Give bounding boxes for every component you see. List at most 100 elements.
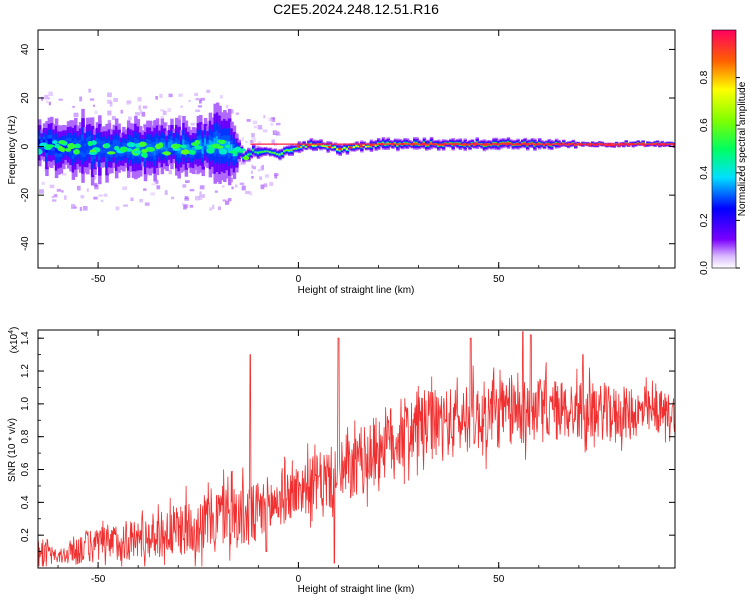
spectrogram-band-cell: [71, 145, 76, 155]
colorbar-tick-label: 0.8: [699, 70, 710, 84]
spectrogram-noise-mark: [143, 188, 147, 191]
spectrogram-peak-dot: [442, 142, 447, 146]
spectrogram-band-cell: [259, 151, 263, 153]
spectrogram-band-cell: [134, 142, 138, 153]
spectrogram-band-cell: [511, 144, 516, 146]
spectrogram-blob-mark: [58, 140, 67, 145]
spectrogram-band-cell: [662, 144, 667, 146]
spectrogram-band-cell: [485, 144, 489, 147]
spectrogram-blob-mark: [67, 142, 76, 149]
spectrogram-noise-mark: [144, 202, 150, 206]
spectrogram-noise-mark: [219, 95, 224, 99]
spectrogram-peak-dot: [535, 142, 540, 146]
spectrogram-blob-mark: [194, 145, 203, 150]
spectrogram-noise-mark: [139, 109, 143, 115]
spectrogram-y-tick-label: -20: [20, 187, 31, 202]
spectrogram-band-cell: [355, 145, 359, 147]
spectrogram-noise-mark: [48, 91, 53, 96]
spectrogram-peak-dot: [598, 142, 603, 146]
spectrogram-noise-mark: [39, 189, 44, 194]
spectrogram-band-cell: [256, 151, 261, 154]
spectrogram-noise-mark: [184, 196, 189, 199]
spectrogram-band-cell: [239, 150, 244, 153]
spectrogram-peak-dot: [296, 145, 301, 148]
spectrogram-band-cell: [364, 146, 369, 148]
spectrogram-blob-mark: [229, 150, 237, 154]
spectrogram-peak-dot: [431, 142, 436, 146]
snr-series-line: [38, 331, 675, 567]
spectrogram-band-cell: [62, 143, 66, 151]
spectrogram-noise-mark: [259, 176, 263, 180]
spectrogram-noise-mark: [51, 195, 54, 199]
spectrogram-blob-mark: [190, 150, 196, 155]
spectrogram-band-cell: [509, 142, 513, 144]
spectrogram-band-cell: [437, 144, 441, 147]
spectrogram-noise-mark: [261, 168, 264, 171]
spectrogram-blob-mark: [211, 143, 221, 149]
spectrogram-band-cell: [292, 148, 297, 150]
spectrogram-peak-dot: [317, 143, 322, 146]
spectrogram-x-ticks: -50 0 50: [57, 30, 660, 285]
spectrogram-band-cell: [275, 153, 280, 156]
spectrogram-noise-mark: [47, 97, 51, 100]
spectrogram-band-cell: [81, 140, 85, 152]
spectrogram-noise-mark: [194, 196, 200, 201]
spectrogram-peak-dot: [369, 143, 374, 147]
spectrogram-noise-mark: [222, 199, 227, 202]
spectrogram-noise-mark: [189, 204, 194, 208]
spectrogram-band-cell: [324, 145, 328, 148]
spectrogram-peak-dot: [390, 142, 395, 146]
snr-y-tick-label: 0.2: [20, 528, 31, 542]
spectrogram-band-cell: [345, 148, 350, 151]
spectrogram-blob-mark: [206, 147, 215, 154]
spectrogram-band-cell: [362, 144, 367, 146]
spectrogram-peak-dot: [525, 142, 530, 146]
spectrogram-noise-mark: [199, 185, 205, 190]
spectrogram-blob-mark: [225, 144, 231, 149]
spectrogram-noise-mark: [262, 129, 268, 133]
spectrogram-noise-mark: [263, 115, 266, 119]
spectrogram-blob-mark: [207, 144, 213, 149]
spectrogram-noise-mark: [151, 183, 156, 186]
spectrogram-band-cell: [655, 142, 660, 145]
spectrogram-peak-dot: [660, 142, 665, 146]
spectrogram-blob-mark: [145, 146, 155, 152]
spectrogram-noise-mark: [107, 110, 112, 116]
spectrogram-band-cell: [336, 148, 340, 151]
spectrogram-band-cell: [672, 144, 675, 147]
spectrogram-band-cell: [254, 151, 258, 153]
spectrogram-noise-mark: [113, 97, 119, 102]
spectrogram-noise-mark: [189, 189, 195, 192]
spectrogram-noise-mark: [258, 127, 263, 130]
spectrogram-peak-dot: [515, 142, 520, 146]
spectrogram-noise-mark: [98, 194, 103, 197]
spectrogram-band-cell: [187, 144, 191, 151]
spectrogram-peak-dot: [463, 142, 468, 146]
spectrogram-noise-mark: [107, 92, 112, 98]
spectrogram-noise-mark: [190, 122, 195, 126]
spectrogram-noise-mark: [235, 112, 240, 115]
spectrogram-noise-mark: [100, 199, 104, 203]
snr-x-tick-label: 50: [493, 574, 505, 585]
spectrogram-band-cell: [331, 147, 335, 149]
spectrogram-y-label: Frequency (Hz): [7, 116, 18, 185]
snr-y-multiplier: (x104): [8, 327, 20, 354]
spectrogram-peak-dot: [556, 142, 561, 146]
spectrogram-noise-mark: [86, 188, 89, 192]
spectrogram-noise-mark: [273, 130, 279, 135]
spectrogram-x-label: Height of straight line (km): [298, 285, 415, 296]
spectrogram-band-cell: [449, 142, 453, 145]
spectrogram-band-cell: [304, 146, 309, 148]
snr-marks: [38, 331, 675, 567]
spectrogram-noise-mark: [130, 197, 134, 201]
colorbar-ticks: 0.0 0.2 0.4 0.6 0.8: [699, 70, 740, 275]
spectrogram-noise-mark: [156, 185, 161, 190]
spectrogram-band-cell: [571, 142, 576, 145]
spectrogram-blob-mark: [180, 144, 187, 149]
spectrogram-band-cell: [612, 144, 617, 147]
spectrogram-noise-mark: [76, 185, 81, 191]
spectrogram-band-cell: [425, 144, 429, 147]
spectrogram-noise-mark: [61, 190, 64, 193]
spectrogram-noise-mark: [41, 181, 45, 185]
spectrogram-noise-mark: [142, 105, 148, 109]
